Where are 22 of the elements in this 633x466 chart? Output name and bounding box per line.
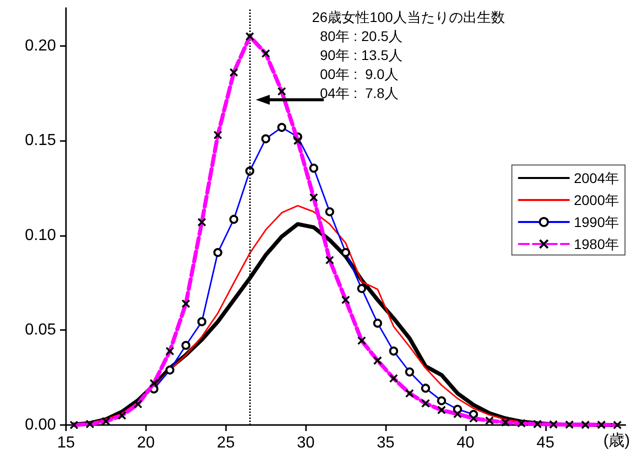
x-tick-label: 15 xyxy=(57,434,75,452)
y-tick-label: 0.00 xyxy=(24,416,56,434)
legend-label: 2004年 xyxy=(574,170,620,186)
annotation: 80年 : 20.5人 xyxy=(320,28,402,44)
x-axis-title: (歳) xyxy=(603,432,630,450)
y-tick-label: 0.10 xyxy=(24,226,56,244)
x-tick-label: 25 xyxy=(216,434,235,452)
annotation: 04年 : 7.8人 xyxy=(320,85,399,101)
y-tick-label: 0.15 xyxy=(24,132,56,150)
legend-label: 2000年 xyxy=(574,192,620,208)
y-tick-label: 0.05 xyxy=(24,322,56,339)
x-tick-label: 30 xyxy=(296,434,315,452)
x-tick-label: 40 xyxy=(456,434,475,452)
annotation: 00年 : 9.0人 xyxy=(320,66,399,82)
annotation: 26歳女性100人当たりの出生数 xyxy=(312,9,505,25)
x-tick-label: 20 xyxy=(137,434,155,452)
y-tick-label: 0.20 xyxy=(24,37,56,54)
x-tick-label: 35 xyxy=(376,434,395,452)
annotation: 90年 : 13.5人 xyxy=(320,47,402,63)
x-tick-label: 45 xyxy=(536,434,554,452)
legend-label: 1980年 xyxy=(574,236,620,252)
legend-label: 1990年 xyxy=(574,214,620,230)
